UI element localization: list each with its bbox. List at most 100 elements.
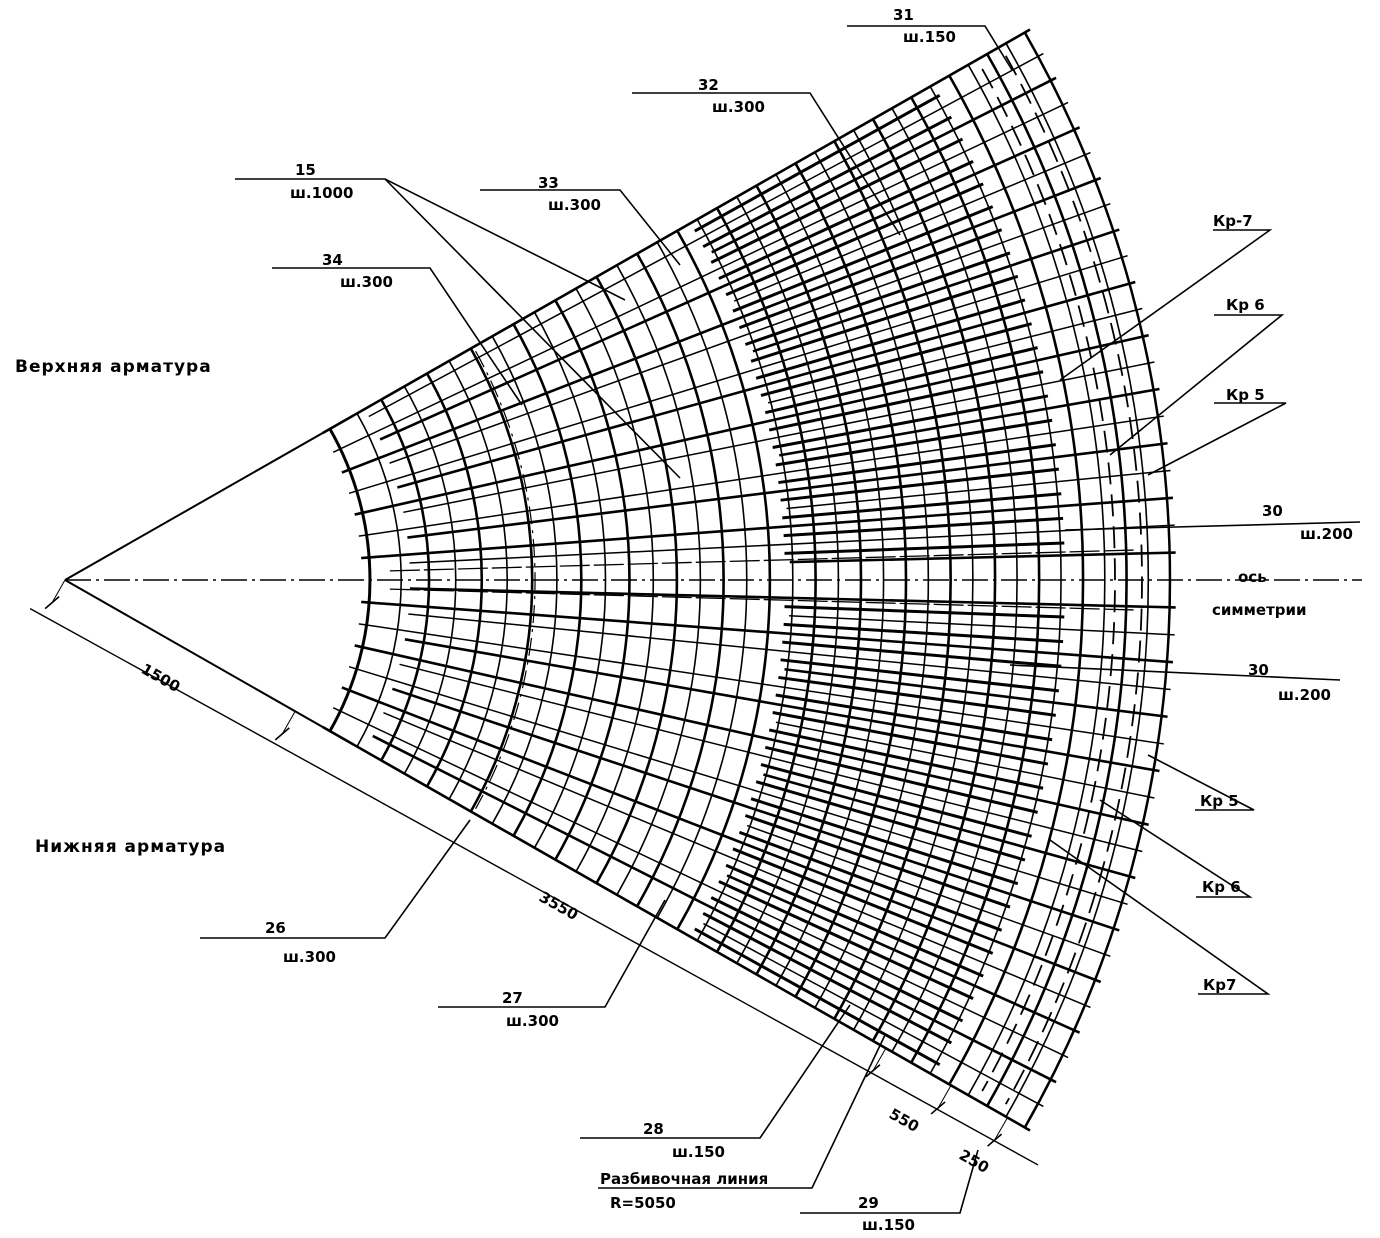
additional-radial-bar [738,228,1003,330]
additional-radial-bar [750,797,1019,886]
outer-boundary-arc [1023,31,1172,1129]
leader-34 [272,267,523,406]
callout-step: ш.200 [1278,686,1331,704]
callout-step: ш.150 [903,28,956,46]
radial-bar [784,667,1168,719]
circumferential-bar [794,162,908,998]
radial-bar [354,333,1149,516]
callout-29: 29 ш.150 [858,1194,915,1234]
leader-kr7b [1049,839,1271,995]
radial-bar [407,441,1168,539]
additional-radial-bar [783,516,1064,538]
circumferential-bar [852,129,974,1031]
callout-number: 29 [858,1194,879,1212]
radial-bar [404,638,1160,773]
radial-bar [397,280,1136,489]
callout-number: 26 [265,919,286,937]
circumferential-bar [595,276,679,884]
additional-radial-bar [782,640,1062,668]
additional-radial-bar [764,745,1038,814]
radial-bar [361,600,1174,664]
circumferential-bar [814,151,930,1009]
additional-radial-bar [784,541,1065,555]
circumferential-bar [380,398,431,762]
circumferential-bar [967,64,1106,1096]
radial-bar [763,773,1136,880]
additional-radial-bar [760,763,1032,838]
cage-label-kr5-top: Кр 5 [1226,386,1265,404]
additional-radial-bar [775,693,1053,742]
callout-step: ш.150 [672,1143,725,1161]
radial-bar [322,28,1031,434]
callout-number: 31 [893,6,914,24]
callout-step: ш.300 [506,1012,559,1030]
radial-bar [348,254,1128,495]
additional-radial-bar [718,159,974,280]
radial-bar [746,824,1111,958]
callout-27: 27 ш.300 [502,989,559,1030]
callout-step: ш.300 [712,98,765,116]
radial-bar [409,524,1175,564]
additional-radial-bar [710,137,964,264]
axis-label-line1: ось [1238,568,1267,586]
callout-30-lower: 30 ш.200 [1248,661,1331,704]
leader-27 [438,899,666,1008]
axis-bar-lower [389,588,1135,611]
callout-step: ш.300 [340,273,393,291]
callout-32: 32 ш.300 [698,76,765,116]
leader-layout [598,1034,886,1189]
circumferential-bar [616,264,702,896]
additional-radial-bar [760,322,1032,397]
additional-radial-bar [780,658,1060,693]
additional-radial-bar [710,896,964,1023]
callout-number: 28 [643,1120,664,1138]
leader-kr6t [1109,314,1285,456]
additional-radial-bar [718,880,974,1001]
additional-radial-bar [755,780,1026,862]
dimension-extension [51,579,66,603]
radial-bar [752,228,1120,353]
additional-radial-bar [780,467,1060,502]
layout-line-arc [475,350,536,810]
dimension-extension [994,1117,1008,1141]
additional-radial-bar [744,251,1011,346]
additional-radial-bar [764,346,1038,415]
cage-arc-inner [981,68,1116,1092]
callout-step: ш.200 [1300,525,1353,543]
additional-radial-bar [775,418,1053,467]
cage-label-kr7-bottom: Кр7 [1203,976,1236,994]
radial-bar [786,469,1171,510]
radial-bar [348,665,1128,906]
radial-bar [403,361,1155,514]
circumferential-bar [676,230,772,930]
radial-bar [341,686,1102,984]
radial-bar [789,551,1176,564]
leader-kr6b [1099,799,1253,898]
additional-radial-bar [694,93,941,233]
radial-bar [389,202,1111,464]
callout-number: 34 [322,251,343,269]
additional-radial-bar [750,274,1019,363]
layout-line-label: Разбивочная линия [600,1170,768,1188]
radial-bar [383,712,1091,1009]
circumferential-bar [871,118,997,1042]
additional-radial-bar [702,115,953,248]
callout-15: 15 ш.1000 [290,161,353,202]
cage-label-kr5-bottom: Кр 5 [1200,792,1239,810]
callout-28: 28 ш.150 [643,1120,725,1161]
radial-bar [332,101,1069,454]
radial-bar [354,644,1149,827]
callout-number: 32 [698,76,719,94]
additional-radial-bar [768,370,1044,432]
sector-geometry [29,25,1362,1214]
leader-kr7t [1059,229,1273,381]
additional-radial-bar [772,711,1049,766]
radial-bar [775,721,1155,799]
cage-label-kr7-top: Кр-7 [1213,212,1253,230]
circumferential-bar [635,253,725,907]
radial-bar [341,176,1102,474]
circumferential-bar [736,196,840,964]
additional-radial-bar [772,394,1049,449]
leader-33 [480,189,681,266]
